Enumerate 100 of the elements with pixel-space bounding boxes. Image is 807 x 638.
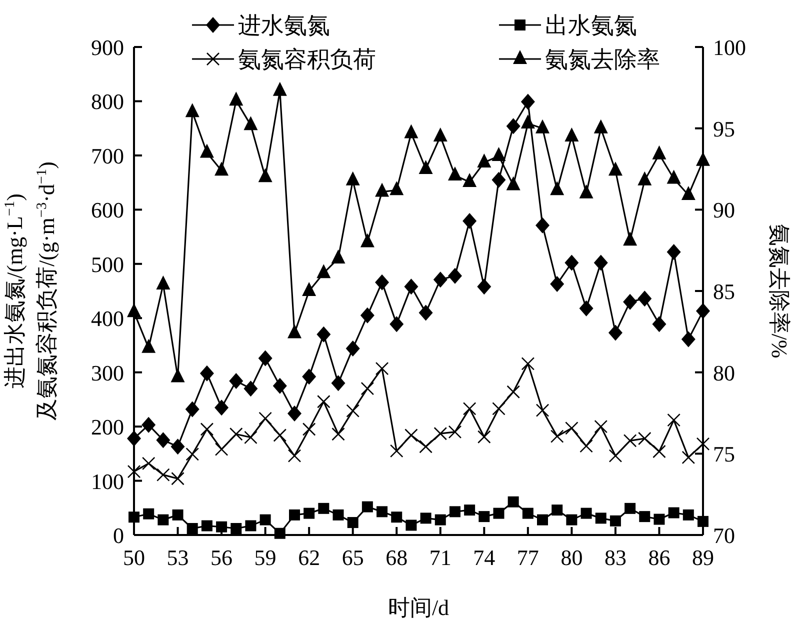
- point: [624, 502, 636, 514]
- point: [522, 508, 534, 519]
- point: [610, 515, 621, 526]
- point: [506, 385, 520, 399]
- point: [274, 528, 286, 539]
- point: [406, 520, 417, 531]
- x-tick-label: 59: [254, 545, 276, 570]
- point: [127, 430, 141, 446]
- point: [316, 264, 331, 278]
- point: [478, 511, 490, 522]
- point: [170, 368, 185, 382]
- y-tick-label: 200: [91, 414, 124, 440]
- point: [506, 176, 520, 190]
- point: [156, 432, 170, 448]
- point: [608, 449, 622, 462]
- point: [492, 172, 506, 188]
- point: [448, 166, 462, 181]
- point: [652, 444, 666, 458]
- point: [244, 430, 258, 444]
- point: [521, 357, 535, 370]
- point: [404, 278, 418, 295]
- x-tick-label: 83: [604, 545, 626, 570]
- point: [404, 124, 418, 138]
- y2-axis-title: 氨氮去除率/%: [767, 224, 792, 358]
- point: [185, 103, 200, 118]
- point: [332, 427, 345, 441]
- point: [595, 512, 606, 524]
- point: [449, 506, 460, 518]
- point: [170, 438, 185, 455]
- x-tick-label: 68: [386, 545, 408, 570]
- point: [594, 420, 608, 434]
- point: [331, 249, 346, 264]
- x-tick-label: 89: [692, 545, 714, 570]
- point: [566, 514, 578, 526]
- point: [434, 514, 446, 526]
- x-tick-label: 80: [560, 545, 583, 570]
- point: [200, 422, 214, 436]
- point: [360, 307, 374, 324]
- point: [346, 404, 360, 418]
- point: [360, 233, 374, 248]
- point: [214, 442, 228, 456]
- point: [390, 444, 404, 458]
- point: [186, 522, 198, 534]
- point: [258, 168, 272, 182]
- point: [375, 362, 389, 376]
- point: [156, 275, 170, 290]
- x-tick-label: 71: [429, 545, 452, 570]
- point: [652, 145, 666, 160]
- point: [477, 278, 492, 295]
- point: [360, 382, 374, 396]
- point: [579, 184, 594, 198]
- point: [318, 502, 330, 514]
- point: [433, 272, 448, 288]
- point: [594, 254, 608, 271]
- point: [564, 254, 579, 271]
- point: [537, 514, 548, 526]
- x-tick-label: 56: [210, 545, 233, 570]
- point: [229, 92, 244, 106]
- point: [536, 119, 550, 134]
- point: [317, 394, 330, 408]
- y-tick-label: 700: [91, 143, 124, 168]
- point: [258, 350, 272, 366]
- point: [638, 171, 652, 186]
- point: [493, 508, 504, 519]
- point: [478, 430, 491, 444]
- point: [272, 378, 287, 394]
- legend-label: 出水氨氮: [545, 13, 637, 38]
- point: [462, 173, 477, 188]
- legend-label: 进水氨氮: [238, 13, 330, 38]
- y-tick-label: 300: [91, 360, 124, 386]
- point: [638, 432, 652, 446]
- point: [142, 416, 156, 433]
- point: [404, 428, 418, 442]
- y-tick-label: 100: [91, 468, 124, 494]
- point: [201, 520, 212, 532]
- point: [200, 144, 214, 158]
- point: [172, 509, 184, 520]
- point: [127, 464, 141, 478]
- y-tick-label: 600: [91, 198, 124, 223]
- point: [681, 331, 696, 348]
- point: [667, 413, 680, 427]
- point: [608, 162, 622, 176]
- y-tick-label: 0: [113, 523, 124, 548]
- point: [564, 127, 579, 142]
- point: [260, 514, 271, 526]
- point: [420, 512, 432, 524]
- point: [375, 182, 390, 197]
- point: [362, 501, 373, 512]
- point: [666, 244, 681, 260]
- point: [477, 153, 492, 168]
- point: [668, 507, 680, 518]
- point: [156, 468, 170, 482]
- point: [128, 512, 140, 523]
- point: [229, 427, 243, 441]
- point: [185, 401, 200, 418]
- point: [536, 217, 550, 234]
- y2-tick-label: 95: [713, 116, 735, 142]
- point: [331, 375, 346, 392]
- point: [288, 509, 300, 520]
- y2-tick-label: 85: [713, 279, 735, 304]
